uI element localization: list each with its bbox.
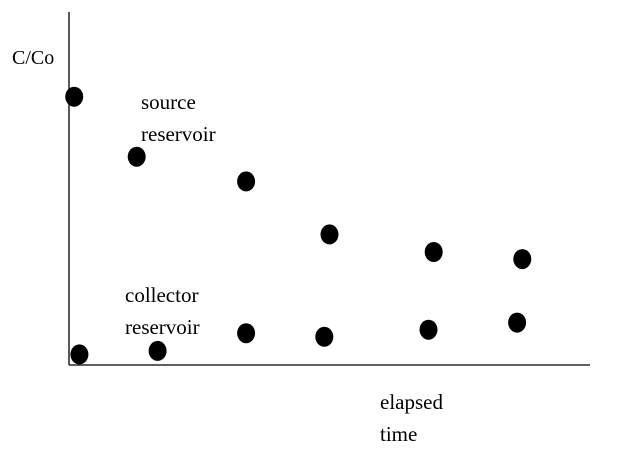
collector-series-label: collector reservoir (125, 283, 204, 339)
collector-point-3 (237, 323, 256, 344)
collector-point-4 (315, 326, 334, 347)
x-axis-label-line-1: elapsed (380, 390, 443, 414)
data-points (65, 86, 532, 365)
source-point-3 (237, 171, 256, 192)
axes (68, 12, 590, 366)
source-point-1 (65, 86, 84, 107)
source-point-6 (513, 249, 532, 270)
source-point-4 (320, 224, 339, 245)
collector-point-2 (148, 340, 167, 361)
collector-point-5 (419, 319, 438, 340)
source-point-2 (127, 146, 146, 167)
source-series-label-line-2: reservoir (141, 122, 216, 146)
collector-point-1 (70, 344, 89, 365)
x-axis-label: elapsed time (380, 390, 448, 446)
collector-series-label-line-1: collector (125, 283, 198, 307)
source-point-5 (424, 242, 443, 262)
collector-series-label-line-2: reservoir (125, 315, 200, 339)
collector-point-6 (508, 312, 527, 333)
source-series-label-line-1: source (141, 90, 196, 114)
source-series-label: source reservoir (141, 90, 216, 146)
x-axis-label-line-2: time (380, 422, 417, 446)
y-axis-label: C/Co (12, 47, 54, 69)
